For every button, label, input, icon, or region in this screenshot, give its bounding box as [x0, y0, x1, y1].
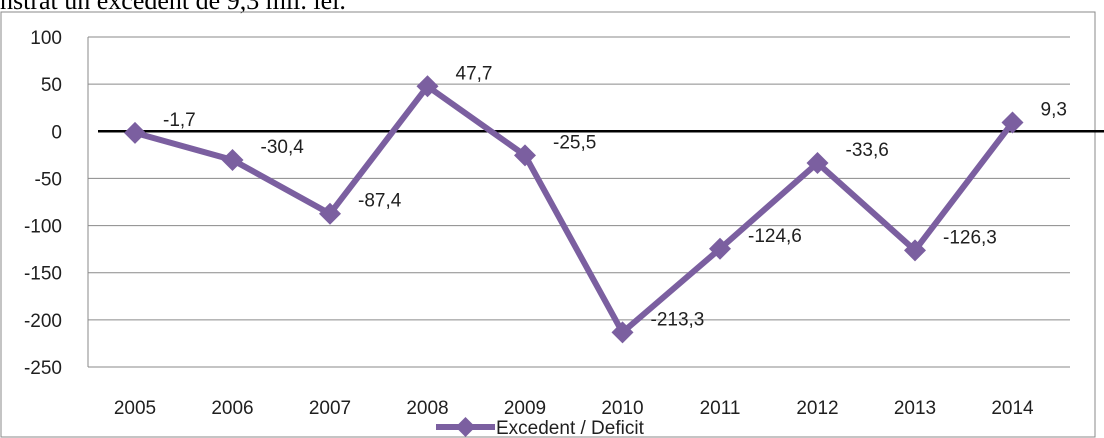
- x-tick-label: 2006: [211, 398, 253, 419]
- y-tick-label: -50: [35, 169, 62, 190]
- x-tick-label: 2007: [309, 398, 351, 419]
- data-label: 47,7: [456, 63, 493, 84]
- legend: Excedent / Deficit: [436, 417, 645, 438]
- legend-marker: [455, 417, 476, 437]
- y-tick-label: -150: [24, 264, 62, 285]
- x-tick-label: 2008: [406, 398, 448, 419]
- x-tick-label: 2012: [796, 398, 838, 419]
- data-label: -25,5: [553, 132, 596, 153]
- x-tick-label: 2005: [114, 398, 156, 419]
- data-point-marker: [1001, 111, 1024, 134]
- data-point-marker: [806, 151, 829, 174]
- y-tick-label: 100: [30, 28, 62, 49]
- data-label: -1,7: [163, 110, 196, 131]
- y-tick-label: 0: [51, 122, 62, 143]
- data-label: -213,3: [651, 309, 705, 330]
- data-point-marker: [319, 202, 341, 225]
- data-label: -30,4: [261, 137, 305, 158]
- data-label: 9,3: [1041, 100, 1067, 121]
- chart-border: [0, 11, 1096, 438]
- gridlines: [88, 36, 1070, 368]
- x-tick-label: 2010: [601, 398, 643, 419]
- x-tick-label: 2011: [700, 398, 741, 419]
- y-tick-label: 50: [41, 75, 62, 96]
- page-caption-fragment: nstrat un excedent de 9,3 mil. lei.: [0, 0, 346, 15]
- data-point-marker: [124, 121, 146, 144]
- data-label-layer: -1,7 -30,4 -87,4 47,7 -25,5 -213,3 -124,6 -33,6…: [163, 63, 1067, 330]
- y-tick-label: -100: [24, 217, 62, 238]
- data-label: -33,6: [846, 140, 889, 161]
- data-label: -87,4: [358, 191, 402, 212]
- x-tick-label: 2013: [894, 398, 936, 419]
- data-point-marker: [514, 144, 536, 167]
- y-tick-label: -250: [24, 358, 62, 379]
- y-tick-label: -200: [24, 311, 62, 332]
- data-point-marker: [709, 237, 731, 260]
- x-tick-label: 2009: [504, 398, 546, 419]
- x-tick-label: 2014: [991, 398, 1034, 419]
- series-line: [134, 82, 1015, 338]
- legend-label: Excedent / Deficit: [496, 418, 645, 438]
- data-point-marker: [416, 75, 439, 98]
- data-label: -124,6: [748, 226, 802, 247]
- data-point-marker: [221, 148, 244, 171]
- data-label: -126,3: [943, 227, 997, 248]
- data-point-marker: [904, 239, 926, 262]
- series-line-layer: [124, 75, 1024, 344]
- data-point-marker: [611, 321, 634, 344]
- axes: 100 50 0 -50 -100 -150 -200 -250 2005 2006 2007 200…: [24, 28, 1104, 419]
